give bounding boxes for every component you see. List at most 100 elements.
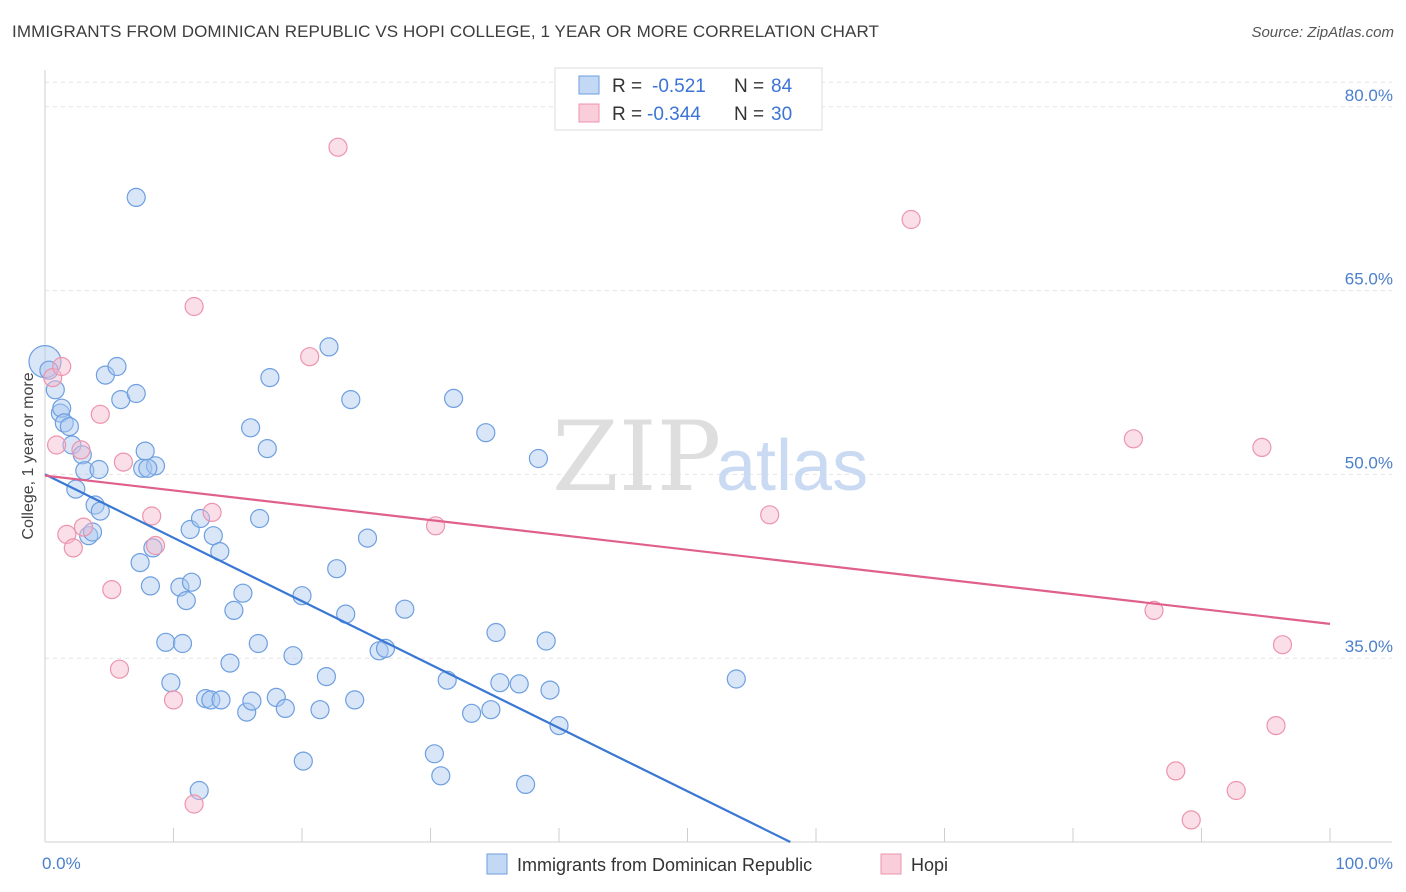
point-dominican (310, 700, 330, 720)
point-dominican (486, 622, 506, 643)
point-dominican (52, 398, 72, 418)
legend-n-value: 30 (771, 104, 792, 125)
point-dominican (319, 337, 339, 357)
source-label: Source: ZipAtlas.com (1251, 24, 1394, 41)
legend-n-value: 84 (771, 76, 793, 97)
point-dominican (172, 633, 193, 654)
point-dominican (248, 633, 268, 654)
point-hopi (113, 452, 134, 472)
point-dominican (257, 439, 277, 459)
legend-swatch-series-1 (578, 75, 600, 95)
point-hopi (1272, 635, 1293, 655)
point-dominican (54, 413, 74, 433)
point-hopi (102, 579, 122, 600)
point-hopi (202, 502, 222, 523)
point-dominican (145, 456, 166, 476)
point-hopi (328, 137, 348, 157)
point-hopi (52, 356, 72, 377)
point-hopi (760, 505, 780, 525)
y-axis-label: College, 1 year or more (20, 372, 37, 539)
point-dominican (481, 700, 501, 720)
data-points (28, 137, 1293, 830)
point-dominican (462, 703, 482, 723)
point-dominican (89, 459, 109, 480)
point-dominican (138, 458, 158, 478)
point-dominican (62, 435, 82, 455)
trend-lines (44, 473, 1331, 843)
point-dominican (241, 418, 261, 438)
legend-n-label: N = (734, 104, 764, 125)
series-legend: Immigrants from Dominican Republic Hopi (486, 853, 948, 875)
point-hopi (142, 506, 162, 526)
point-dominican (476, 423, 496, 443)
point-hopi (1166, 761, 1186, 781)
point-dominican (211, 690, 231, 710)
point-dominican (181, 572, 202, 592)
point-dominican (203, 526, 223, 546)
point-dominican (327, 559, 347, 579)
y-tick-labels: 80.0% 65.0% 50.0% 35.0% (1345, 86, 1393, 656)
legend-r-value: -0.521 (652, 76, 706, 97)
point-hopi (1226, 780, 1246, 801)
point-hopi (1266, 715, 1286, 736)
point-dominican (444, 388, 464, 408)
point-dominican (341, 390, 361, 410)
gridlines (45, 81, 1392, 659)
x-tick-labels: 0.0% 100.0% (42, 854, 1393, 873)
legend-label-hopi: Hopi (911, 855, 948, 875)
point-dominican (536, 631, 556, 651)
point-dominican (107, 356, 127, 377)
point-hopi (90, 404, 110, 424)
point-dominican (540, 680, 560, 700)
point-hopi (63, 538, 83, 558)
point-hopi (163, 690, 184, 710)
point-dominican (176, 590, 196, 611)
watermark-zip: ZIP (552, 401, 721, 513)
point-dominican (45, 380, 65, 400)
point-hopi (1181, 810, 1201, 830)
trend-line-dominican (44, 473, 791, 843)
point-dominican (233, 583, 253, 603)
point-dominican (395, 599, 415, 619)
point-hopi (184, 794, 204, 814)
legend-r-value: -0.344 (647, 104, 701, 125)
point-dominican (424, 744, 444, 764)
point-dominican (140, 576, 160, 596)
point-dominican (283, 646, 303, 666)
point-dominican (316, 666, 336, 687)
point-hopi (71, 440, 91, 460)
point-hopi (1144, 600, 1164, 621)
legend-r-label: R = (612, 104, 642, 125)
chart-title: IMMIGRANTS FROM DOMINICAN REPUBLIC VS HO… (12, 22, 880, 41)
point-dominican (357, 528, 378, 548)
point-dominican (224, 600, 244, 621)
point-dominican (515, 774, 536, 795)
point-dominican (190, 508, 211, 529)
point-hopi (109, 659, 130, 679)
point-dominican (250, 508, 270, 529)
point-dominican (126, 383, 146, 404)
point-dominican (201, 690, 221, 710)
point-dominican (509, 674, 529, 694)
y-tick-label: 50.0% (1345, 453, 1393, 472)
point-dominican (143, 538, 163, 558)
point-dominican (345, 690, 365, 710)
point-dominican (293, 751, 313, 771)
watermark-atlas: atlas (716, 426, 868, 506)
point-hopi (184, 296, 204, 317)
trend-line-hopi (44, 474, 1331, 625)
point-dominican (161, 673, 181, 693)
x-tick-label: 0.0% (42, 854, 81, 873)
point-hopi (300, 347, 320, 367)
x-tick-label: 100.0% (1335, 854, 1393, 873)
point-dominican (59, 417, 80, 437)
legend-swatch-series-2 (578, 103, 600, 123)
point-dominican (220, 653, 240, 673)
legend-n-label: N = (734, 76, 764, 97)
point-dominican (260, 368, 280, 388)
point-hopi (73, 517, 94, 537)
correlation-legend: R = -0.521 N = 84 R = -0.344 N = 30 (554, 67, 823, 131)
legend-swatch-hopi (880, 853, 902, 875)
point-dominican (237, 702, 257, 722)
